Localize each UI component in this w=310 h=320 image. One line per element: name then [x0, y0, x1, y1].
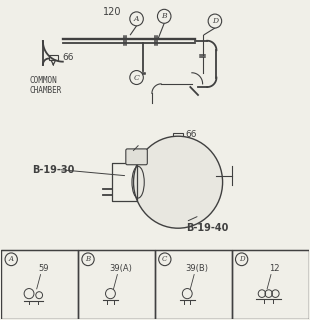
Text: D: D	[239, 255, 245, 263]
Circle shape	[208, 14, 222, 28]
Circle shape	[130, 12, 143, 26]
Text: 39(B): 39(B)	[186, 264, 209, 273]
Text: C: C	[134, 74, 140, 82]
Text: 39(A): 39(A)	[109, 264, 132, 273]
Text: B: B	[162, 12, 167, 20]
Text: B: B	[86, 255, 91, 263]
Text: 66: 66	[62, 53, 73, 62]
Bar	[78, 251, 155, 319]
Circle shape	[82, 253, 94, 266]
Circle shape	[159, 253, 171, 266]
Text: 66: 66	[186, 130, 197, 139]
Text: B-19-30: B-19-30	[32, 164, 74, 174]
Text: D: D	[212, 17, 218, 25]
Text: A: A	[134, 15, 139, 23]
Text: 12: 12	[269, 264, 279, 273]
Bar	[173, 133, 183, 138]
Bar	[49, 55, 58, 60]
Circle shape	[236, 253, 248, 266]
FancyBboxPatch shape	[126, 149, 147, 165]
Text: B-19-40: B-19-40	[186, 223, 228, 233]
Text: COMMON: COMMON	[29, 76, 57, 85]
Circle shape	[130, 70, 143, 84]
Circle shape	[157, 9, 171, 23]
Bar	[155, 251, 232, 319]
Circle shape	[134, 136, 223, 228]
Text: CHAMBER: CHAMBER	[29, 86, 61, 95]
Text: C: C	[162, 255, 167, 263]
Circle shape	[5, 253, 17, 266]
Text: 120: 120	[103, 7, 121, 18]
Bar	[232, 251, 309, 319]
Text: 59: 59	[38, 264, 49, 273]
Text: A: A	[9, 255, 14, 263]
Bar	[1, 251, 78, 319]
